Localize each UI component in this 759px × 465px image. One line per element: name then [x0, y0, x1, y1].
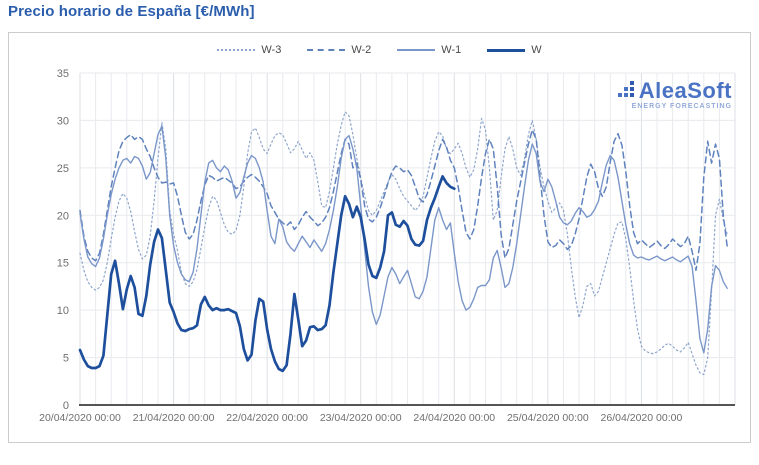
price-chart: 0 5 10 15 20 25 30 35 20/04/2020 00:00 21/04/2020…: [39, 68, 736, 424]
logo-name: AleaSoft: [638, 78, 732, 103]
legend-line-sample: [307, 49, 346, 51]
chart-card: 0 5 10 15 20 25 30 35 20/04/2020 00:00 21/04/2020…: [8, 32, 751, 443]
legend-item-w[interactable]: W: [487, 44, 542, 56]
x-axis-tick-label: 24/04/2020 00:00: [413, 412, 495, 424]
x-axis-tick-label: 23/04/2020 00:00: [320, 412, 402, 424]
logo-tagline: ENERGY FORECASTING: [631, 103, 732, 110]
x-axis-tick-label: 22/04/2020 00:00: [226, 412, 308, 424]
series-line-w-1: [79, 125, 728, 354]
legend-item-w-3[interactable]: W-3: [217, 44, 281, 56]
legend-label: W-2: [351, 44, 372, 56]
y-axis-tick-label: 30: [57, 115, 69, 127]
series-line-w: [78, 175, 456, 373]
aleasoft-logo: AleaSoft ENERGY FORECASTING: [617, 78, 732, 110]
y-axis-tick-label: 35: [57, 68, 69, 80]
legend-item-w-2[interactable]: W-2: [307, 44, 371, 56]
y-axis-tick-label: 10: [57, 305, 69, 317]
chart-legend: W-3 W-2 W-1 W: [9, 44, 750, 56]
legend-line-sample: [397, 49, 436, 51]
aleasoft-dots-icon: [617, 81, 635, 98]
series-line-w-3: [79, 111, 728, 376]
legend-item-w-1[interactable]: W-1: [397, 44, 461, 56]
legend-label: W-3: [261, 44, 282, 56]
y-axis-tick-label: 0: [63, 400, 69, 412]
y-axis-tick-label: 5: [63, 353, 69, 365]
x-axis-tick-label: 25/04/2020 00:00: [507, 412, 589, 424]
x-axis-tick-label: 20/04/2020 00:00: [39, 412, 121, 424]
y-axis-tick-label: 15: [57, 258, 69, 270]
legend-label: W: [531, 44, 542, 56]
legend-line-sample: [487, 48, 526, 52]
page-title: Precio horario de España [€/MWh]: [8, 3, 255, 20]
x-axis-tick-label: 26/04/2020 00:00: [601, 412, 683, 424]
y-axis-tick-label: 20: [57, 210, 69, 222]
x-axis-tick-label: 21/04/2020 00:00: [133, 412, 215, 424]
legend-line-sample: [217, 49, 256, 51]
series-line-w-2: [79, 129, 728, 272]
legend-label: W-1: [441, 44, 462, 56]
y-axis-tick-label: 25: [57, 163, 69, 175]
